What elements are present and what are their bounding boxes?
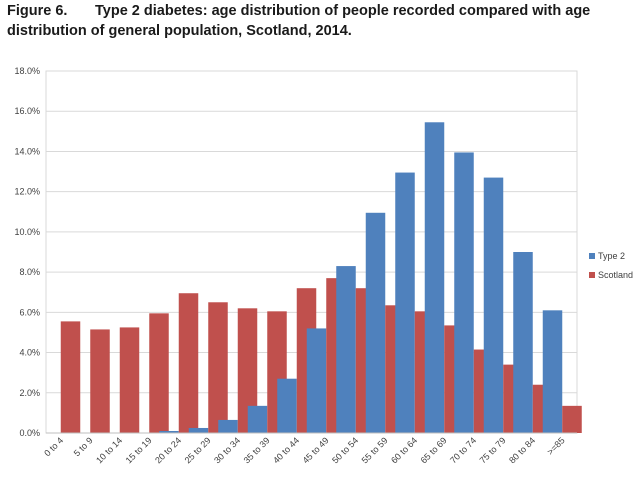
- x-tick-label: 55 to 59: [360, 435, 390, 465]
- y-tick-label: 2.0%: [19, 388, 40, 398]
- legend-swatch-scotland: [589, 272, 595, 278]
- y-tick-label: 0.0%: [19, 428, 40, 438]
- x-tick-label: 50 to 54: [330, 435, 360, 465]
- legend-label: Type 2: [598, 251, 625, 261]
- bar-scotland-4: [178, 293, 199, 433]
- x-tick-label: 25 to 29: [183, 435, 213, 465]
- bar-type-2-5: [188, 427, 209, 433]
- y-tick-label: 8.0%: [19, 267, 40, 277]
- bar-type-2-6: [218, 419, 238, 433]
- x-tick-label: 40 to 44: [271, 435, 301, 465]
- bar-type-2-10: [336, 266, 356, 433]
- x-tick-label: 35 to 39: [242, 435, 272, 465]
- x-tick-label: 30 to 34: [212, 435, 242, 465]
- bar-scotland-1: [90, 329, 110, 433]
- bars: [46, 122, 582, 434]
- legend-label: Scotland: [598, 270, 633, 280]
- bar-scotland-2: [119, 327, 140, 433]
- x-tick-label: 45 to 49: [301, 435, 331, 465]
- bar-scotland-0: [60, 321, 81, 433]
- bar-type-2-8: [277, 378, 297, 433]
- x-tick-label: 15 to 19: [124, 435, 154, 465]
- bar-type-2-11: [365, 212, 386, 433]
- bar-type-2-12: [395, 172, 415, 434]
- y-tick-label: 12.0%: [14, 187, 40, 197]
- x-tick-label: 65 to 69: [419, 435, 449, 465]
- bar-type-2-16: [513, 252, 533, 433]
- y-tick-label: 16.0%: [14, 106, 40, 116]
- y-tick-labels: 0.0% 2.0% 4.0% 6.0% 8.0% 10.0% 12.0% 14.0% 16.0%…: [14, 66, 40, 438]
- x-tick-label: 60 to 64: [389, 435, 419, 465]
- bar-type-2-7: [247, 405, 268, 433]
- bar-type-2-9: [306, 328, 327, 433]
- x-tick-label: >=85: [545, 435, 567, 457]
- legend-swatch-type-2: [589, 253, 595, 259]
- y-tick-label: 10.0%: [14, 227, 40, 237]
- y-tick-label: 18.0%: [14, 66, 40, 76]
- figure-title-line-2: distribution of general population, Scot…: [7, 23, 352, 39]
- x-tick-label: 75 to 79: [478, 435, 508, 465]
- y-tick-label: 6.0%: [19, 307, 40, 317]
- bar-scotland-6: [237, 308, 258, 433]
- figure-title-line-1: Type 2 diabetes: age distribution of peo…: [95, 3, 591, 19]
- y-tick-label: 14.0%: [14, 146, 40, 156]
- y-tick-label: 4.0%: [19, 348, 40, 358]
- x-tick-label: 5 to 9: [72, 435, 95, 458]
- bar-type-2-4: [159, 430, 179, 433]
- bar-type-2-14: [454, 152, 474, 433]
- x-tick-label: 10 to 14: [94, 435, 124, 465]
- bar-scotland-17: [562, 405, 582, 433]
- x-tick-label: 80 to 84: [507, 435, 537, 465]
- bar-scotland-5: [208, 302, 228, 433]
- x-tick-label: 20 to 24: [153, 435, 183, 465]
- bar-scotland-3: [149, 313, 169, 433]
- figure-number: Figure 6.: [7, 3, 68, 19]
- bar-type-2-17: [542, 310, 563, 433]
- legend: Type 2 Scotland: [589, 251, 633, 280]
- figure-title: Figure 6. Type 2 diabetes: age distributi…: [7, 1, 632, 41]
- x-tick-label: 0 to 4: [42, 435, 65, 458]
- bar-type-2-13: [424, 122, 445, 434]
- x-tick-label: 70 to 74: [448, 435, 478, 465]
- bar-type-2-15: [483, 177, 504, 433]
- x-tick-labels: 0 to 4 5 to 9 10 to 14 15 to 19 20 to 24 25 t…: [42, 435, 567, 465]
